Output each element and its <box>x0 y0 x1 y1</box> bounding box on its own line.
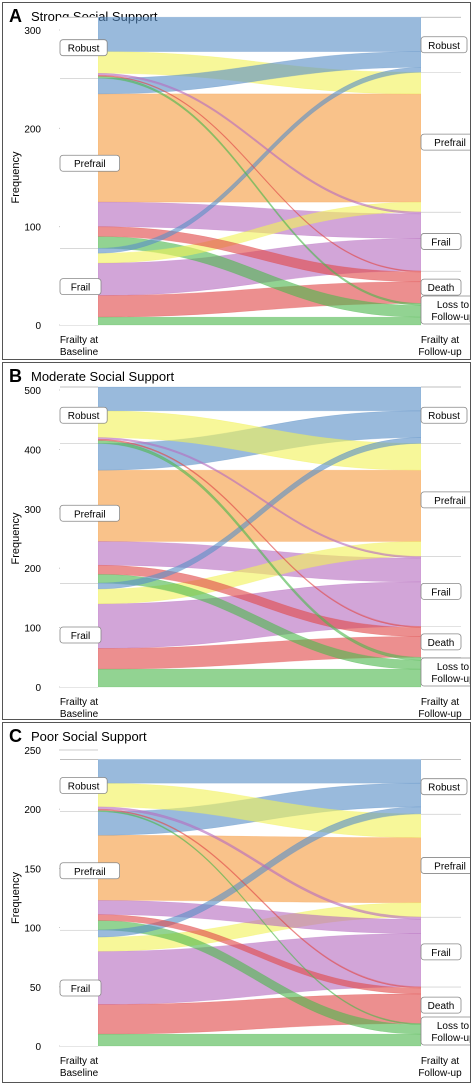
stratum-label-box <box>420 857 470 874</box>
stratum-label-box <box>420 491 470 509</box>
y-tick-label: 300 <box>24 505 41 516</box>
stratum-label-box <box>420 233 462 250</box>
y-tick-label: 100 <box>24 624 41 635</box>
stratum-label-box <box>420 943 462 961</box>
stratum-label-box <box>420 633 462 651</box>
stratum-label-box <box>420 406 468 424</box>
y-tick-label: 100 <box>24 223 41 234</box>
alluvial-chart-c: C Poor Social Support Frequency 0 50 100 150 20… <box>9 726 470 1079</box>
panel-strong-social-support: A Strong Social Support Frequency 0 100 200 30… <box>2 2 471 360</box>
y-tick-label: 300 <box>24 26 41 37</box>
stratum-label-box <box>420 778 468 796</box>
flow-band-prefrail-to-prefrail <box>97 93 422 203</box>
y-axis-label: Frequency <box>10 512 22 564</box>
y-tick-label: 250 <box>24 746 41 757</box>
stratum-label-box <box>420 582 462 600</box>
flow-band-frail-to-loss-to-follow-up <box>97 316 422 326</box>
panel-letter: B <box>9 366 22 386</box>
y-axis-label: Frequency <box>10 872 22 924</box>
stratum-label-box <box>59 39 108 57</box>
stratum-label-box <box>59 862 120 880</box>
stratum-label-box <box>59 626 102 644</box>
y-tick-label: 100 <box>24 924 41 935</box>
y-tick-label: 150 <box>24 864 41 875</box>
panel-moderate-social-support: B Moderate Social Support Frequency 0 100 200… <box>2 362 471 720</box>
x-axis-label-followup: Frailty at Follow-up <box>418 697 462 719</box>
flow-band-robust-to-robust <box>97 759 422 784</box>
y-tick-label: 0 <box>35 683 41 694</box>
followup-state-label: Prefrail <box>434 496 466 507</box>
y-tick-label: 200 <box>24 124 41 135</box>
chart-title: Moderate Social Support <box>31 369 174 384</box>
baseline-state-label: Robust <box>68 782 100 793</box>
flow-band-frail-to-loss-to-follow-up <box>97 1033 422 1047</box>
followup-state-label: Death <box>428 1001 455 1012</box>
x-axis-label-followup: Frailty at Follow-up <box>418 1056 462 1079</box>
stratum-label-box <box>59 278 102 296</box>
stratum-label-box <box>59 406 108 424</box>
stratum-label-box <box>420 295 470 325</box>
followup-state-label: Frail <box>431 948 450 959</box>
y-tick-label: 500 <box>24 386 41 397</box>
flow-band-prefrail-to-prefrail <box>97 469 422 542</box>
stratum-label-box <box>59 979 102 997</box>
panel-letter: C <box>9 726 22 746</box>
followup-state-label: Prefrail <box>434 861 466 872</box>
followup-state-label: Robust <box>428 411 460 422</box>
followup-state-label: Death <box>428 638 455 649</box>
followup-state-label: Robust <box>428 41 460 52</box>
panel-letter: A <box>9 6 22 26</box>
y-tick-label: 200 <box>24 564 41 575</box>
followup-state-label: Frail <box>431 237 450 248</box>
alluvial-chart-a: A Strong Social SupportFrequency010020030… <box>9 6 470 358</box>
followup-state-label: Death <box>428 283 455 294</box>
y-tick-label: 0 <box>35 1042 41 1053</box>
x-axis-label-baseline: Frailty at Baseline <box>60 697 99 719</box>
baseline-state-label: Frail <box>71 283 90 294</box>
stratum-label-box <box>420 133 470 151</box>
baseline-state-label: Frail <box>71 631 90 642</box>
flow-band-frail-to-loss-to-follow-up <box>97 668 422 688</box>
baseline-state-label: Frail <box>71 984 90 995</box>
chart-title: Poor Social Support <box>31 729 147 744</box>
followup-state-label: Prefrail <box>434 138 466 149</box>
y-tick-label: 400 <box>24 445 41 456</box>
flow-band-robust-to-robust <box>97 16 422 52</box>
stratum-label-box <box>420 278 462 296</box>
alluvial-chart-b: B Moderate Social Support Frequency 0 100 200… <box>9 366 470 719</box>
y-tick-label: 50 <box>30 983 42 994</box>
stratum-label-box <box>420 1016 470 1046</box>
stratum-label-box <box>420 36 468 54</box>
baseline-state-label: Prefrail <box>74 159 106 170</box>
x-axis-label-followup: Frailty at Follow-up <box>418 335 462 358</box>
baseline-state-label: Prefrail <box>74 867 106 878</box>
y-axis-label: Frequency <box>10 151 22 203</box>
stratum-label-box <box>59 777 108 794</box>
baseline-state-label: Robust <box>68 44 100 55</box>
stratum-label-box <box>59 154 120 172</box>
followup-state-label: Robust <box>428 783 460 794</box>
baseline-state-label: Robust <box>68 411 100 422</box>
stratum-label-box <box>59 504 120 522</box>
flow-band-robust-to-robust <box>97 386 422 412</box>
x-axis-label-baseline: Frailty at Baseline <box>60 335 99 358</box>
y-tick-label: 0 <box>35 321 41 332</box>
stratum-label-box <box>420 996 462 1014</box>
baseline-state-label: Prefrail <box>74 509 106 520</box>
followup-state-label: Frail <box>431 587 450 598</box>
y-tick-label: 200 <box>24 805 41 816</box>
x-axis-label-baseline: Frailty at Baseline <box>60 1056 99 1079</box>
panel-poor-social-support: C Poor Social Support Frequency 0 50 100 150 20… <box>2 722 471 1083</box>
stratum-label-box <box>420 657 470 687</box>
